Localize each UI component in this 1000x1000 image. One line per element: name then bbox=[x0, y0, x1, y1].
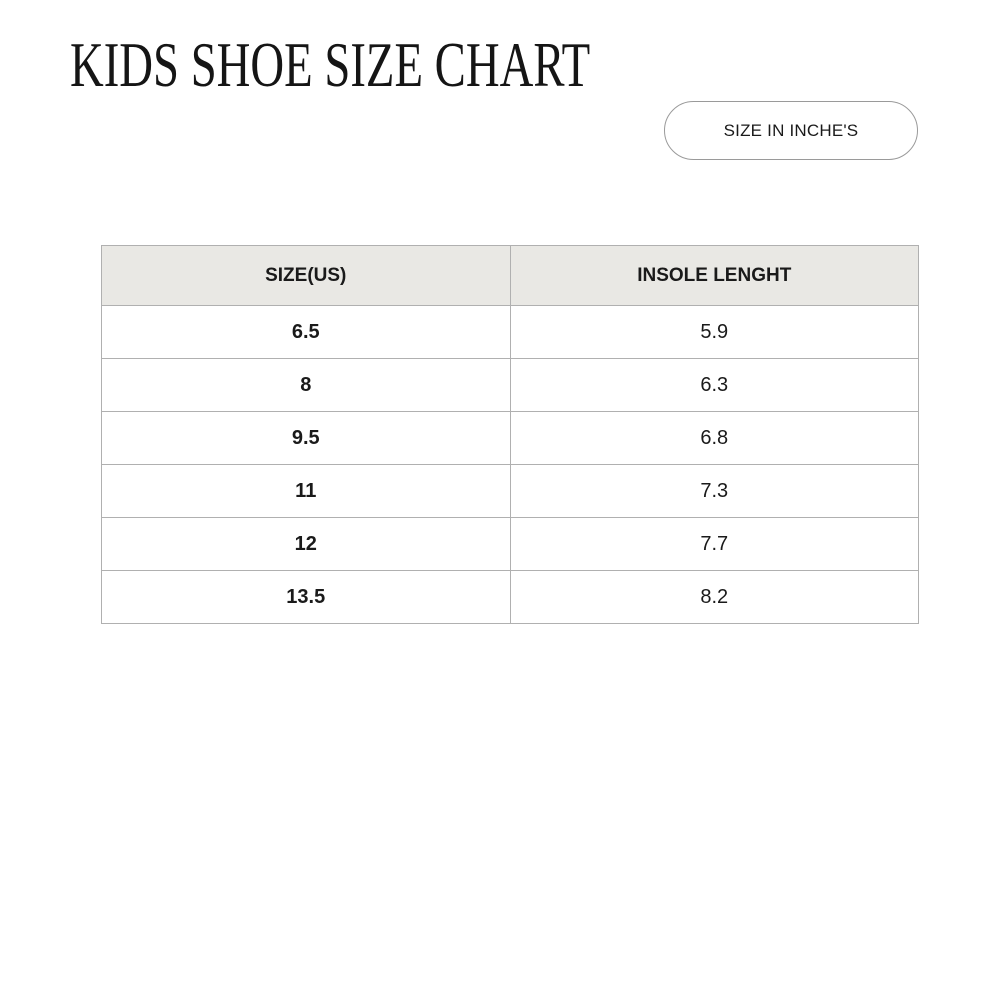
page-title: KIDS SHOE SIZE CHART bbox=[70, 29, 591, 100]
table-row: 12 7.7 bbox=[101, 517, 919, 571]
insole-cell: 6.3 bbox=[509, 358, 919, 412]
column-header-insole: INSOLE LENGHT bbox=[509, 245, 919, 306]
size-cell: 9.5 bbox=[101, 411, 511, 465]
size-cell: 11 bbox=[101, 464, 511, 518]
table-row: 6.5 5.9 bbox=[101, 305, 919, 359]
size-cell: 13.5 bbox=[101, 570, 511, 624]
insole-cell: 8.2 bbox=[509, 570, 919, 624]
table-header-row: SIZE(US) INSOLE LENGHT bbox=[101, 245, 919, 306]
table-row: 11 7.3 bbox=[101, 464, 919, 518]
insole-cell: 7.7 bbox=[509, 517, 919, 571]
size-cell: 8 bbox=[101, 358, 511, 412]
column-header-size: SIZE(US) bbox=[101, 245, 511, 306]
insole-cell: 6.8 bbox=[509, 411, 919, 465]
size-table: SIZE(US) INSOLE LENGHT 6.5 5.9 8 6.3 9.5 6.… bbox=[101, 245, 919, 624]
table-row: 13.5 8.2 bbox=[101, 570, 919, 624]
size-cell: 12 bbox=[101, 517, 511, 571]
table-row: 8 6.3 bbox=[101, 358, 919, 412]
size-cell: 6.5 bbox=[101, 305, 511, 359]
insole-cell: 7.3 bbox=[509, 464, 919, 518]
table-row: 9.5 6.8 bbox=[101, 411, 919, 465]
unit-button[interactable]: SIZE IN INCHE'S bbox=[664, 101, 918, 160]
insole-cell: 5.9 bbox=[509, 305, 919, 359]
